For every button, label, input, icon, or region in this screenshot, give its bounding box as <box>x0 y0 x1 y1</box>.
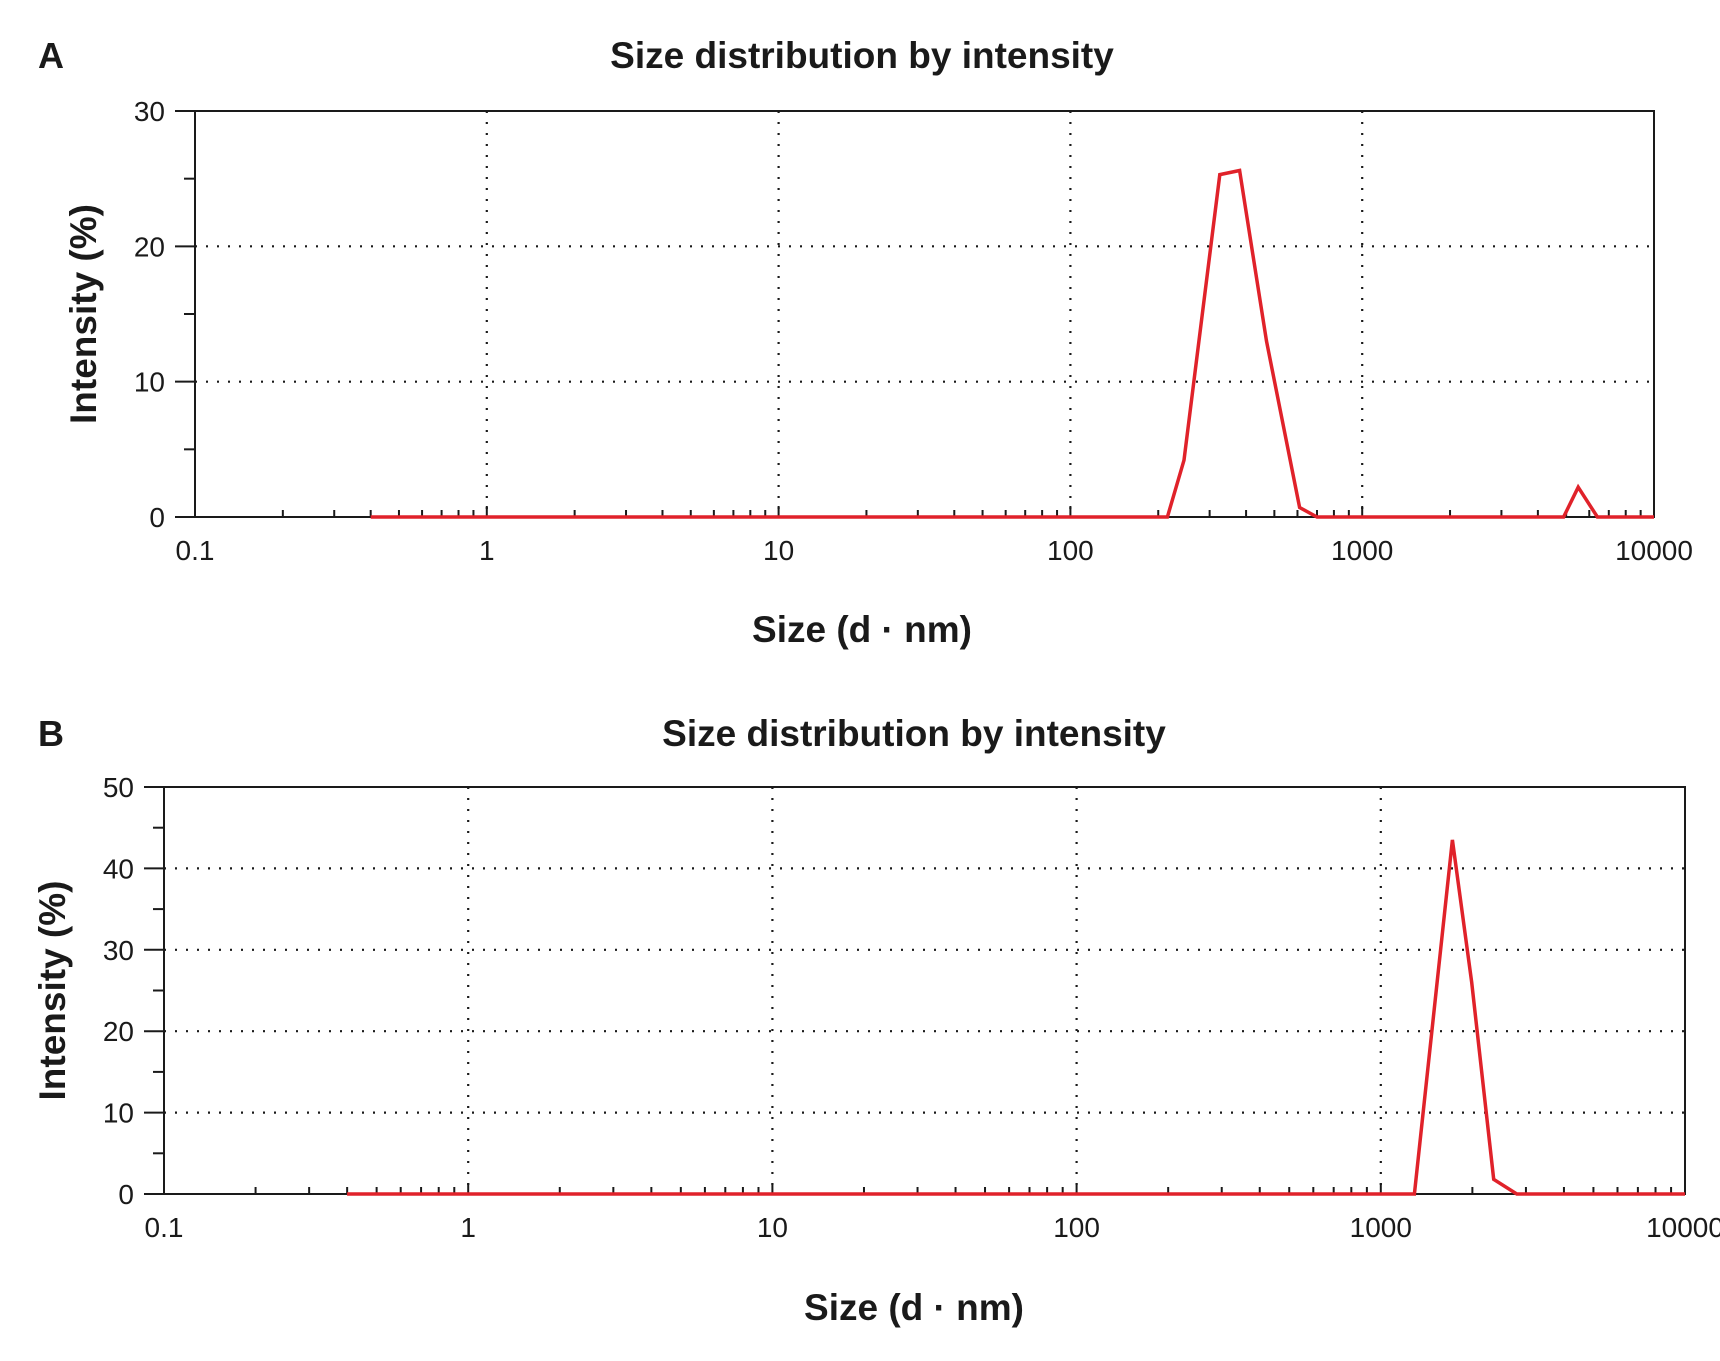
y-tick-label: 30 <box>103 935 134 966</box>
x-tick-label: 1 <box>479 535 495 566</box>
series-layer <box>370 168 1654 519</box>
chart-panel-b: B Size distribution by intensity 0.1 1 10 1… <box>32 713 1720 1328</box>
x-axis-label: Size (d · nm) <box>752 609 972 650</box>
y-tick-label: 0 <box>118 1179 134 1210</box>
grid-lines <box>164 787 1685 1194</box>
y-tick-label: 20 <box>103 1016 134 1047</box>
chart-title: Size distribution by intensity <box>610 35 1114 76</box>
x-tick-label: 100 <box>1053 1212 1100 1243</box>
x-tick-label: 0.1 <box>176 535 215 566</box>
x-tick-label: 10000 <box>1615 535 1693 566</box>
y-tick-label: 50 <box>103 772 134 803</box>
x-tick-label: 10 <box>763 535 794 566</box>
x-tick-label: 10 <box>757 1212 788 1243</box>
y-tick-label: 10 <box>134 367 165 398</box>
x-axis-label: Size (d · nm) <box>804 1287 1024 1328</box>
panel-letter: B <box>38 713 64 754</box>
x-tick-label: 0.1 <box>145 1212 184 1243</box>
x-tick-label: 1000 <box>1331 535 1393 566</box>
chart-panel-a: A Size distribution by intensity 0.1 1 10 1… <box>38 35 1693 650</box>
x-tick-label: 100 <box>1047 535 1094 566</box>
y-tick-label: 20 <box>134 231 165 262</box>
series-layer <box>347 839 1685 1196</box>
y-tick-label: 30 <box>134 96 165 127</box>
chart-title: Size distribution by intensity <box>662 713 1166 754</box>
y-tick-label: 0 <box>149 502 165 533</box>
tick-labels: 0.1 1 10 100 1000 10000 0 10 20 30 <box>134 96 1693 566</box>
grid-lines <box>195 111 1654 517</box>
panel-letter: A <box>38 35 64 76</box>
x-tick-label: 1 <box>460 1212 476 1243</box>
y-tick-label: 40 <box>103 853 134 884</box>
y-axis-label: Intensity (%) <box>32 881 73 1101</box>
x-tick-label: 10000 <box>1646 1212 1720 1243</box>
tick-labels: 0.1 1 10 100 1000 10000 0 10 20 30 40 50 <box>103 772 1720 1243</box>
series-line <box>347 839 1685 1196</box>
x-tick-label: 1000 <box>1350 1212 1412 1243</box>
y-axis-label: Intensity (%) <box>63 204 104 424</box>
y-tick-label: 10 <box>103 1098 134 1129</box>
series-line <box>370 168 1654 519</box>
